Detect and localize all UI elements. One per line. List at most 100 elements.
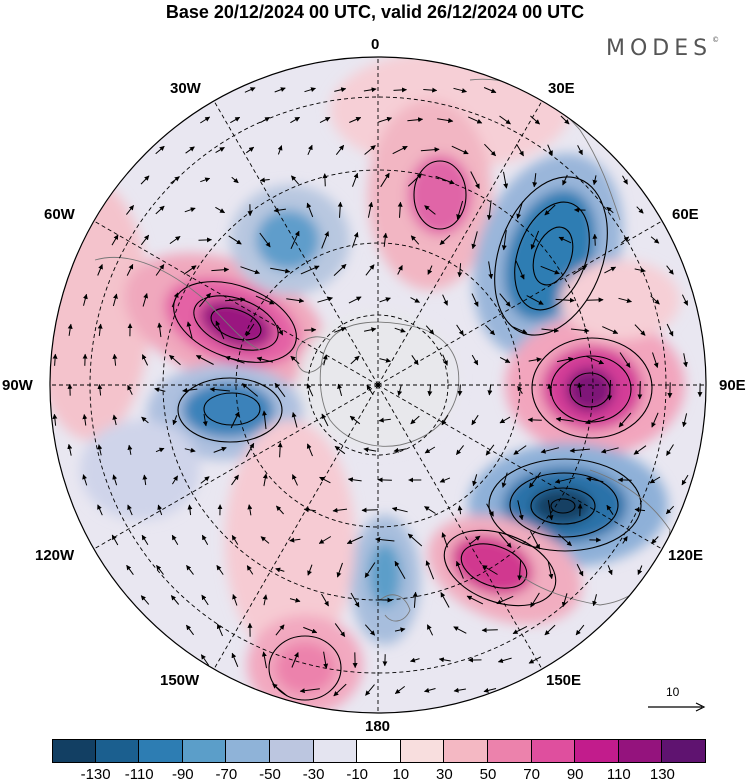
- wind-arrow: [213, 446, 227, 453]
- wind-arrow: [111, 234, 119, 246]
- wind-arrow: [499, 115, 511, 125]
- wind-arrow: [457, 384, 463, 396]
- wind-arrow: [333, 264, 347, 276]
- wind-arrow: [171, 292, 179, 308]
- wind-arrow: [394, 686, 406, 694]
- wind-arrow: [424, 446, 436, 454]
- wind-arrow: [420, 147, 440, 153]
- positive-anomaly-e-core: [566, 368, 614, 412]
- wind-arrow: [155, 145, 165, 155]
- wind-arrow: [321, 413, 329, 427]
- wind-arrow: [666, 444, 674, 456]
- wind-arrow: [348, 296, 362, 304]
- wind-arrow: [350, 355, 360, 365]
- wind-arrow: [499, 293, 511, 307]
- wind-arrow: [291, 412, 298, 428]
- wind-arrow: [483, 687, 497, 693]
- wind-arrow: [569, 448, 590, 453]
- wind-arrow: [496, 595, 514, 605]
- wind-arrow: [349, 415, 361, 425]
- wind-arrow: [586, 476, 604, 483]
- wind-arrow: [270, 267, 291, 274]
- wind-arrow: [441, 414, 449, 426]
- wind-arrow: [407, 173, 423, 187]
- wind-arrow: [319, 116, 331, 124]
- wind-arrow: [379, 297, 391, 303]
- wind-arrow: [112, 474, 118, 486]
- lon-label-30e: 30E: [548, 80, 575, 97]
- wind-arrow: [394, 327, 406, 333]
- wind-arrow: [424, 687, 436, 693]
- contour-n-1: [413, 160, 467, 230]
- wind-arrow: [306, 202, 314, 218]
- colorbar-tick-label: 130: [649, 766, 675, 783]
- wind-arrow: [260, 116, 271, 124]
- colorbar-tick-label: 70: [523, 766, 540, 783]
- wind-arrow: [497, 657, 512, 664]
- colorbar-swatch: [444, 739, 488, 763]
- wind-arrow: [240, 266, 260, 275]
- wind-arrow: [170, 176, 180, 184]
- wind-arrow: [199, 292, 211, 308]
- wind-arrow: [547, 144, 553, 156]
- wind-arrow: [540, 447, 560, 454]
- wind-arrow: [364, 624, 376, 636]
- meridian-lines: [50, 57, 706, 713]
- wind-arrow: [141, 416, 149, 424]
- colorbar-tick-label: 30: [436, 766, 453, 783]
- wind-arrow: [427, 265, 433, 275]
- lon-label-90e: 90E: [719, 377, 746, 394]
- wind-arrow: [142, 293, 149, 307]
- wind-arrow: [363, 327, 377, 333]
- meridian-line: [212, 384, 379, 672]
- brand-mark: ©: [712, 36, 720, 44]
- wind-arrow: [636, 206, 644, 214]
- wind-arrow: [425, 560, 435, 580]
- wind-arrow: [364, 145, 376, 155]
- reference-arrow-icon: [648, 702, 706, 712]
- wind-arrow: [322, 354, 328, 366]
- wind-arrow: [241, 383, 259, 397]
- wind-arrow: [126, 263, 134, 276]
- wind-arrow: [573, 265, 588, 275]
- wind-arrow: [187, 504, 193, 516]
- wind-arrow: [183, 265, 197, 275]
- wind-arrow: [469, 535, 481, 545]
- wind-arrow: [363, 87, 377, 93]
- wind-arrow: [586, 355, 605, 365]
- wind-arrow: [276, 324, 284, 336]
- wind-arrow: [486, 503, 494, 517]
- new-zealand-coast: [379, 594, 411, 622]
- wind-arrow: [540, 265, 560, 275]
- colorbar-swatches: [52, 739, 706, 763]
- wind-arrow: [467, 116, 483, 124]
- colorbar-tick-label: 90: [566, 766, 584, 783]
- wind-arrow: [140, 175, 150, 185]
- wind-arrow: [155, 264, 165, 276]
- wind-arrow: [410, 235, 420, 245]
- wind-arrow: [97, 504, 103, 516]
- wind-arrow: [126, 564, 134, 575]
- wind-arrow: [606, 206, 614, 214]
- meridian-line: [377, 98, 544, 386]
- wind-arrow: [211, 267, 230, 273]
- wind-arrow: [516, 201, 524, 219]
- wind-arrow: [666, 265, 674, 275]
- wind-arrow: [126, 205, 134, 215]
- wind-arrow: [334, 445, 346, 455]
- wind-arrow: [528, 357, 542, 363]
- wind-arrow: [323, 651, 329, 669]
- wind-arrow: [471, 231, 478, 250]
- wind-arrow: [334, 623, 346, 638]
- wind-arrow: [231, 534, 239, 545]
- wind-arrow: [382, 232, 388, 247]
- wind-arrow: [618, 412, 632, 428]
- wind-arrow: [256, 356, 274, 363]
- wind-arrow: [439, 235, 451, 245]
- wind-arrow: [517, 385, 523, 394]
- wind-arrow: [272, 683, 288, 697]
- contour-sse-1: [443, 529, 557, 607]
- wind-arrow: [260, 536, 270, 544]
- contour-se-2: [509, 472, 619, 538]
- meridian-line: [212, 98, 379, 386]
